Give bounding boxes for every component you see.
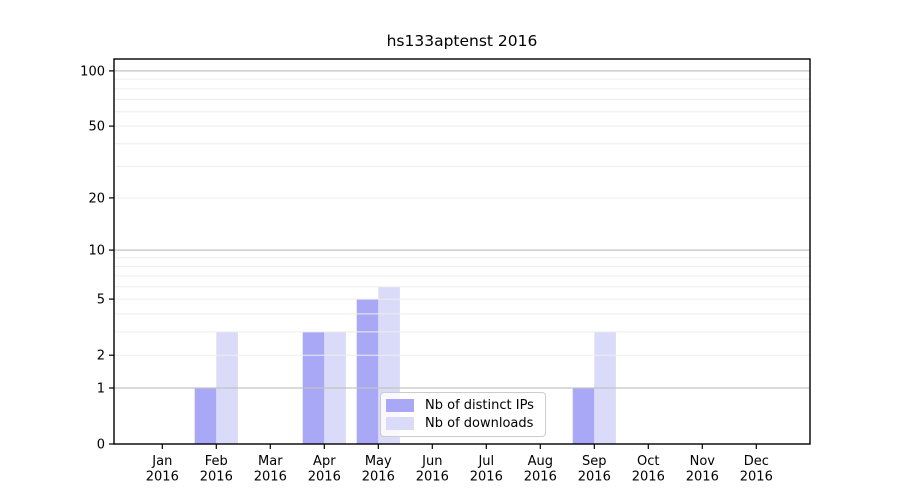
ytick-label-50: 50 — [88, 120, 105, 135]
xtick-label-jun: Jun — [421, 454, 442, 469]
xtick-label-apr: Apr — [313, 454, 336, 469]
xtick-year-jul: 2016 — [470, 470, 503, 485]
xtick-year-sep: 2016 — [578, 470, 611, 485]
xtick-year-may: 2016 — [362, 470, 395, 485]
legend-label-distinct-ips: Nb of distinct IPs — [425, 398, 534, 413]
ytick-label-100: 100 — [80, 64, 105, 79]
xtick-year-jan: 2016 — [146, 470, 179, 485]
xtick-label-oct: Oct — [637, 454, 659, 469]
xtick-label-mar: Mar — [258, 454, 283, 469]
plot-border — [113, 58, 811, 445]
chart-title: hs133aptenst 2016 — [386, 32, 538, 50]
xtick-year-dec: 2016 — [740, 470, 773, 485]
ytick-label-0: 0 — [97, 438, 105, 453]
xtick-label-jul: Jul — [477, 454, 494, 469]
legend-swatch-distinct-ips — [386, 399, 414, 412]
legend-item-distinct-ips: Nb of distinct IPs — [386, 399, 545, 412]
xtick-year-aug: 2016 — [524, 470, 557, 485]
ytick-label-5: 5 — [97, 293, 105, 308]
xtick-label-jan: Jan — [151, 454, 172, 469]
ytick-label-1: 1 — [97, 382, 105, 397]
xtick-label-aug: Aug — [528, 454, 553, 469]
bar-feb-nb-of-distinct-ips — [194, 388, 217, 444]
xtick-year-apr: 2016 — [308, 470, 341, 485]
ytick-label-10: 10 — [88, 244, 105, 259]
xtick-label-sep: Sep — [582, 454, 607, 469]
bar-sep-nb-of-distinct-ips — [572, 388, 595, 444]
xtick-label-feb: Feb — [205, 454, 228, 469]
legend-item-downloads: Nb of downloads — [386, 417, 545, 430]
bar-may-nb-of-distinct-ips — [356, 299, 379, 444]
xtick-year-jun: 2016 — [416, 470, 449, 485]
xtick-year-mar: 2016 — [254, 470, 287, 485]
xtick-year-feb: 2016 — [200, 470, 233, 485]
xtick-year-nov: 2016 — [686, 470, 719, 485]
ytick-label-2: 2 — [97, 349, 105, 364]
legend-label-downloads: Nb of downloads — [425, 416, 534, 431]
xtick-label-may: May — [365, 454, 392, 469]
legend: Nb of distinct IPs Nb of downloads — [380, 392, 546, 437]
xtick-year-oct: 2016 — [632, 470, 665, 485]
ytick-label-20: 20 — [88, 191, 105, 206]
legend-swatch-downloads — [386, 417, 414, 430]
xtick-label-nov: Nov — [690, 454, 716, 469]
xtick-label-dec: Dec — [744, 454, 769, 469]
